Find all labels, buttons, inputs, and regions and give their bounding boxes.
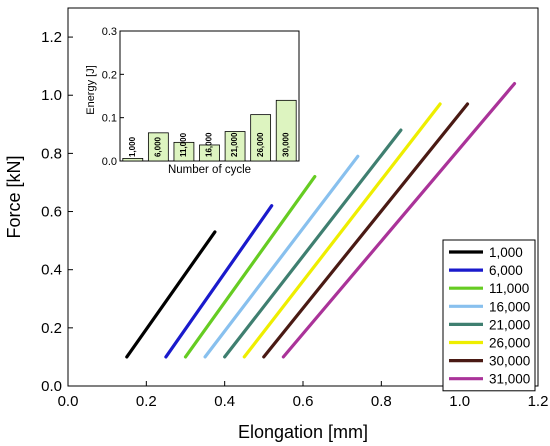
inset-bar-label: 21,000	[230, 132, 239, 157]
y-axis-label: Force [kN]	[4, 155, 24, 238]
x-tick-label: 0.4	[214, 393, 235, 410]
inset-bar-label: 1,000	[128, 136, 137, 157]
x-tick-label: 0.8	[371, 393, 392, 410]
x-tick-label: 1.0	[449, 393, 470, 410]
legend-entry: 26,000	[489, 336, 530, 351]
inset-bar-label: 30,000	[281, 132, 290, 157]
inset-bar-6,000	[147, 132, 169, 162]
series-line-1,000	[125, 230, 217, 359]
inset-bar-label: 6,000	[153, 136, 162, 157]
y-tick-label: 1.2	[41, 29, 62, 46]
legend-entry: 1,000	[489, 245, 523, 260]
legend-box	[442, 239, 536, 392]
inset-bar-label: 26,000	[256, 132, 265, 157]
inset-y-tick-label: 0.2	[102, 69, 117, 81]
series-line-30,000	[262, 102, 470, 359]
x-axis-label: Elongation [mm]	[238, 422, 368, 442]
x-tick-label: 0.6	[293, 393, 314, 410]
x-tick-label: 0.2	[136, 393, 157, 410]
y-tick-label: 0.4	[41, 262, 62, 279]
inset-bar-label: 16,000	[205, 132, 214, 157]
inset-bar-26,000	[250, 114, 272, 162]
y-tick-label: 0.2	[41, 320, 62, 337]
inset-bar-16,000	[199, 144, 220, 162]
inset-bar-1,000	[122, 157, 144, 162]
y-tick-label: 0.6	[41, 204, 62, 221]
legend-entry: 16,000	[489, 299, 530, 314]
y-tick-label: 0.8	[41, 145, 62, 162]
series-line-16,000	[203, 154, 360, 359]
series-line-26,000	[242, 102, 442, 359]
inset-bar-21,000	[224, 131, 246, 162]
y-tick-label: 1.0	[41, 87, 62, 104]
inset-y-tick-label: 0.1	[102, 113, 117, 125]
inset-x-axis-label: Number of cycle	[168, 164, 251, 176]
series-line-6,000	[164, 204, 274, 359]
inset-y-tick-label: 0.0	[102, 156, 117, 168]
main-chart: 0.0 0.2 0.4 0.6 0.8 1.0 1.20.00.20.40.60.81.01…	[4, 7, 549, 442]
inset-y-axis-label: Energy [J]	[85, 65, 97, 115]
series-line-31,000	[281, 81, 517, 359]
x-tick-label: 1.2	[528, 393, 549, 410]
legend-entry: 30,000	[489, 354, 530, 369]
legend-entry: 11,000	[489, 281, 529, 296]
legend: 1,000 6,000 11,000 16,000 21,000 26,000 30,000…	[442, 239, 536, 392]
inset-bar-11,000	[173, 141, 195, 162]
legend-entry: 21,000	[489, 317, 530, 332]
inset-bar-label: 11,000	[179, 132, 188, 157]
legend-entry: 6,000	[489, 263, 523, 278]
inset-bar-30,000	[275, 99, 297, 162]
inset-chart: 0.0 0.1 0.2 0.3 1,000 6,000 11,000 16,000 21,000…	[85, 26, 300, 176]
legend-entry: 31,000	[489, 372, 530, 387]
y-tick-label: 0.0	[41, 378, 62, 395]
series-line-11,000	[183, 175, 317, 359]
series-line-21,000	[223, 128, 403, 359]
x-tick-label: 0.0	[58, 393, 79, 410]
inset-y-tick-label: 0.3	[102, 26, 117, 38]
